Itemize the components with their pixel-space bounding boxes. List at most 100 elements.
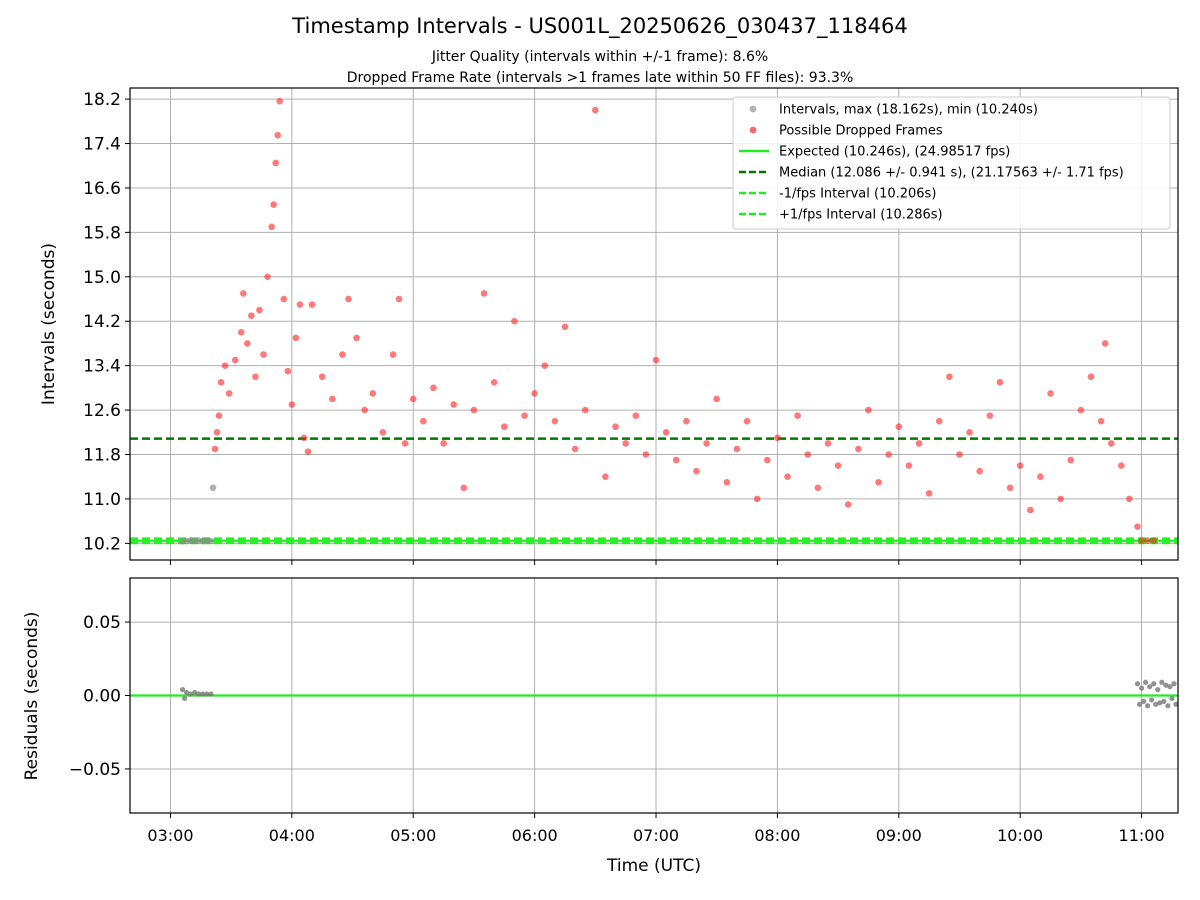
dropped-frame-point — [865, 406, 872, 414]
legend-label: Median (12.086 +/- 0.941 s), (21.17563 +… — [779, 166, 1124, 181]
dropped-frame-point — [256, 306, 263, 314]
dropped-frame-point — [480, 290, 488, 297]
dropped-frame-point — [389, 351, 397, 358]
dropped-frame-point — [288, 401, 296, 408]
dropped-frame-point — [672, 456, 680, 464]
y-tick-label: −0.05 — [69, 760, 121, 780]
residual-point — [1136, 701, 1143, 707]
x-tick-label: 06:00 — [512, 826, 558, 845]
dropped-frame-point — [490, 379, 498, 386]
dropped-frame-point — [895, 423, 903, 431]
intervals-plot: 10.2 11.0 11.8 12.6 13.4 14.2 15.0 15.8 16.6 17.4… — [39, 87, 1179, 565]
dropped-frame-point — [642, 451, 650, 458]
dropped-frame-point — [622, 440, 629, 447]
dropped-frame-point — [531, 390, 538, 397]
legend: Intervals, max (18.162s), min (10.240s) P… — [732, 96, 1171, 230]
dropped-frame-point — [986, 412, 994, 419]
dropped-frame-point — [361, 406, 368, 414]
residual-point — [184, 689, 190, 696]
dropped-frame-point — [521, 412, 528, 419]
dropped-frame-point — [1037, 473, 1044, 481]
legend-label: +1/fps Interval (10.286s) — [779, 208, 943, 223]
x-tick-label: 10:00 — [997, 826, 1043, 845]
dropped-frame-point — [976, 467, 984, 475]
dropped-frame-point — [401, 440, 409, 447]
dropped-frame-point — [713, 395, 721, 403]
legend-marker — [749, 126, 757, 134]
intervals-y-axis-label: Intervals (seconds) — [39, 243, 59, 405]
residual-point — [1165, 703, 1171, 709]
dropped-frame-point — [1067, 456, 1075, 464]
dropped-frame-point — [1144, 537, 1151, 544]
residual-point — [1138, 685, 1145, 691]
dropped-frame-point — [260, 351, 267, 358]
y-tick-label: 0.05 — [83, 613, 121, 633]
intervals-y-ticks: 10.2 11.0 11.8 12.6 13.4 14.2 15.0 15.8 16.6 17.4… — [83, 90, 130, 554]
dropped-frame-point — [935, 417, 943, 425]
dropped-frame-point — [996, 379, 1004, 386]
residual-point — [1167, 684, 1173, 690]
dropped-frame-point — [1077, 406, 1085, 414]
dropped-frame-point — [304, 448, 312, 456]
dropped-frame-point — [612, 423, 619, 431]
legend-label: -1/fps Interval (10.206s) — [779, 187, 936, 202]
dropped-frame-point — [217, 379, 225, 386]
chart-title: Timestamp Intervals - US001L_20250626_03… — [292, 14, 908, 38]
dropped-frame-point — [274, 131, 281, 139]
dropped-frame-point — [500, 423, 508, 431]
dropped-frame-point — [763, 456, 771, 464]
residual-point — [1143, 679, 1149, 685]
legend-box — [732, 96, 1171, 230]
dropped-frame-point — [300, 434, 308, 442]
residuals-y-axis-label: Residuals (seconds) — [22, 612, 42, 781]
dropped-frame-point — [1118, 462, 1125, 469]
dropped-frame-point — [237, 329, 245, 336]
interval-point — [209, 484, 217, 492]
dropped-frame-point — [733, 445, 741, 453]
dropped-frame-point — [875, 478, 882, 486]
dropped-frame-point — [276, 97, 284, 105]
dropped-frame-point — [693, 467, 700, 475]
dropped-frame-point — [1126, 495, 1133, 503]
dropped-frame-point — [460, 484, 468, 492]
dropped-frame-point — [1134, 523, 1141, 530]
dropped-frame-point — [723, 478, 731, 486]
x-tick-label: 11:00 — [1119, 826, 1165, 845]
dropped-frame-point — [1057, 495, 1064, 503]
dropped-frame-point — [571, 445, 579, 453]
dropped-frame-point — [296, 301, 304, 308]
residual-point — [1163, 682, 1169, 688]
residual-point — [1171, 681, 1177, 687]
dropped-frame-point — [925, 490, 933, 497]
x-axis-label: Time (UTC) — [606, 856, 701, 876]
dropped-frame-rate-subtitle: Dropped Frame Rate (intervals >1 frames … — [346, 70, 854, 86]
dropped-frame-point — [1097, 417, 1105, 425]
dropped-frame-point — [1107, 440, 1115, 447]
dropped-frame-point — [753, 495, 761, 503]
x-tick-label: 05:00 — [390, 826, 436, 845]
residual-point — [1134, 681, 1141, 687]
dropped-frame-point — [211, 445, 219, 453]
dropped-frame-point — [1047, 390, 1054, 397]
residual-point — [182, 695, 188, 702]
dropped-frame-point — [966, 428, 973, 436]
dropped-frame-point — [284, 367, 292, 375]
dropped-frame-point — [703, 440, 710, 447]
dropped-frame-point — [946, 373, 953, 381]
dropped-frame-point — [652, 356, 660, 364]
dropped-frame-point — [632, 412, 640, 419]
y-tick-label: 0.00 — [83, 687, 121, 707]
dropped-frame-point — [824, 440, 832, 447]
y-tick-label: 18.2 — [83, 90, 121, 110]
dropped-frame-point — [272, 159, 279, 167]
residual-point — [1157, 700, 1163, 706]
residuals-y-ticks: −0.05 0.00 0.05 — [69, 613, 130, 780]
jitter-quality-subtitle: Jitter Quality (intervals within +/-1 fr… — [431, 49, 769, 65]
intervals-plot-frame — [129, 87, 1179, 561]
legend-label: Intervals, max (18.162s), min (10.240s) — [779, 103, 1038, 118]
residual-point — [208, 691, 214, 697]
dropped-frame-point — [450, 401, 458, 408]
dropped-frame-point — [1101, 340, 1109, 347]
legend-marker — [749, 105, 757, 113]
